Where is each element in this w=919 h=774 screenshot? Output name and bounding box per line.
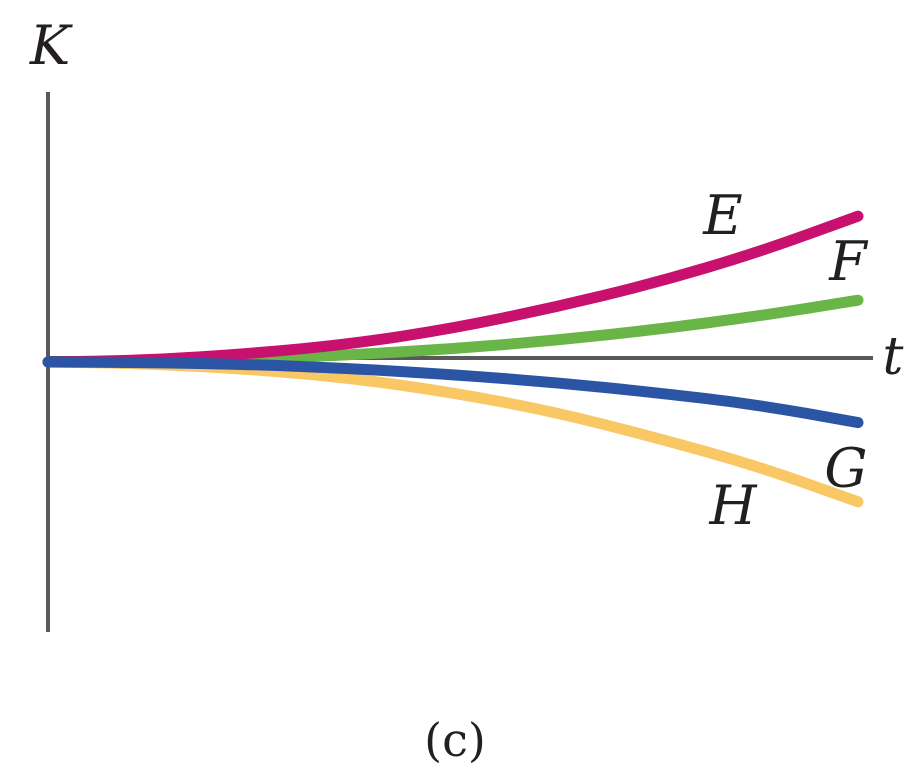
series-label-e: E [702, 184, 742, 247]
series-label-h: H [708, 474, 757, 537]
series-layer [42, 210, 864, 508]
series-label-g: G [824, 437, 867, 500]
y-axis-label: K [29, 14, 73, 77]
series-line-g [42, 356, 864, 429]
series-label-f: F [828, 230, 869, 293]
series-label-layer: E F G H [702, 184, 869, 537]
figure-caption: (c) [424, 713, 486, 767]
x-axis-label: t [883, 327, 904, 387]
